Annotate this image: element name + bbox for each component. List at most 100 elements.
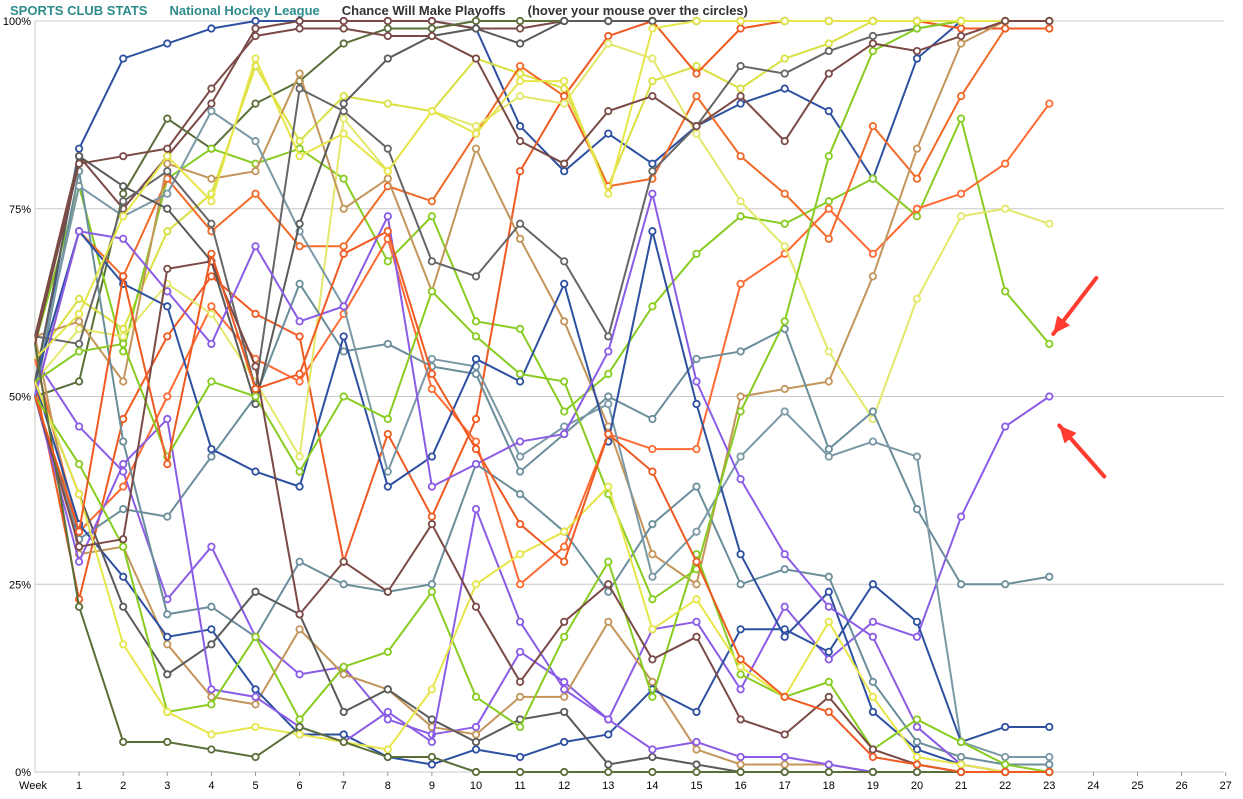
data-point[interactable] — [295, 137, 304, 146]
data-point[interactable] — [868, 752, 878, 762]
data-point[interactable] — [912, 745, 922, 754]
data-point[interactable] — [75, 309, 84, 318]
data-point[interactable] — [1045, 752, 1054, 762]
data-point[interactable] — [912, 632, 922, 641]
data-point[interactable] — [471, 414, 481, 424]
data-point[interactable] — [119, 737, 128, 747]
data-point[interactable] — [339, 580, 348, 589]
data-point[interactable] — [604, 31, 613, 41]
data-point[interactable] — [956, 512, 966, 521]
data-point[interactable] — [780, 752, 789, 762]
data-point[interactable] — [515, 520, 525, 529]
data-point[interactable] — [648, 444, 657, 454]
data-point[interactable] — [648, 677, 657, 686]
data-point[interactable] — [427, 257, 436, 266]
data-point[interactable] — [824, 152, 833, 161]
data-point[interactable] — [75, 182, 84, 191]
data-point[interactable] — [383, 647, 392, 656]
data-point[interactable] — [471, 444, 481, 454]
data-point[interactable] — [648, 625, 657, 634]
data-point[interactable] — [295, 670, 304, 679]
data-point[interactable] — [207, 99, 216, 108]
data-point[interactable] — [339, 114, 348, 123]
data-point[interactable] — [383, 167, 392, 176]
data-point[interactable] — [163, 287, 172, 296]
data-point[interactable] — [560, 377, 569, 386]
data-point[interactable] — [604, 399, 613, 409]
data-point[interactable] — [560, 407, 569, 416]
data-point[interactable] — [560, 767, 569, 777]
data-point[interactable] — [383, 429, 392, 439]
data-point[interactable] — [251, 587, 260, 596]
data-point[interactable] — [295, 452, 304, 461]
data-point[interactable] — [648, 92, 657, 101]
data-point[interactable] — [736, 407, 745, 416]
data-point[interactable] — [560, 617, 569, 626]
data-point[interactable] — [736, 16, 745, 26]
data-point[interactable] — [471, 692, 481, 702]
data-point[interactable] — [560, 632, 569, 641]
data-point[interactable] — [648, 467, 657, 476]
data-point[interactable] — [75, 317, 84, 326]
data-point[interactable] — [1045, 16, 1054, 26]
data-point[interactable] — [295, 332, 304, 341]
data-point[interactable] — [1045, 392, 1054, 401]
data-point[interactable] — [75, 602, 84, 611]
data-point[interactable] — [515, 324, 525, 334]
data-point[interactable] — [692, 767, 701, 777]
data-point[interactable] — [515, 377, 525, 386]
data-point[interactable] — [339, 662, 348, 671]
data-point[interactable] — [736, 92, 745, 101]
data-point[interactable] — [604, 429, 613, 439]
data-point[interactable] — [1001, 16, 1010, 26]
data-point[interactable] — [560, 707, 569, 717]
data-point[interactable] — [339, 347, 348, 356]
data-point[interactable] — [824, 602, 833, 611]
data-point[interactable] — [692, 707, 701, 717]
data-point[interactable] — [295, 467, 304, 476]
data-point[interactable] — [207, 144, 216, 153]
data-point[interactable] — [824, 617, 833, 626]
data-point[interactable] — [339, 39, 348, 48]
data-point[interactable] — [383, 99, 392, 108]
data-point[interactable] — [692, 69, 701, 78]
data-point[interactable] — [1001, 159, 1010, 168]
data-point[interactable] — [560, 92, 569, 101]
data-point[interactable] — [912, 144, 922, 153]
data-point[interactable] — [560, 685, 569, 694]
data-point[interactable] — [692, 527, 701, 536]
data-point[interactable] — [339, 242, 348, 251]
data-point[interactable] — [119, 602, 128, 611]
data-point[interactable] — [383, 24, 392, 33]
data-point[interactable] — [912, 722, 922, 732]
data-point[interactable] — [427, 760, 436, 769]
data-point[interactable] — [868, 122, 878, 131]
data-point[interactable] — [471, 144, 481, 153]
data-point[interactable] — [824, 197, 833, 206]
data-point[interactable] — [251, 752, 260, 762]
data-point[interactable] — [912, 24, 922, 33]
data-point[interactable] — [119, 197, 128, 206]
data-point[interactable] — [163, 227, 172, 236]
data-point[interactable] — [295, 317, 304, 326]
data-point[interactable] — [427, 287, 436, 296]
data-point[interactable] — [824, 444, 833, 454]
data-point[interactable] — [515, 369, 525, 379]
data-point[interactable] — [868, 632, 878, 641]
data-point[interactable] — [515, 137, 525, 146]
data-point[interactable] — [780, 730, 789, 739]
data-point[interactable] — [1001, 722, 1010, 732]
data-point[interactable] — [868, 39, 878, 48]
data-point[interactable] — [1001, 24, 1010, 33]
data-point[interactable] — [207, 452, 216, 461]
data-point[interactable] — [383, 745, 392, 754]
data-point[interactable] — [119, 324, 128, 334]
data-point[interactable] — [780, 137, 789, 146]
data-point[interactable] — [648, 189, 657, 198]
data-point[interactable] — [956, 767, 966, 777]
data-point[interactable] — [780, 767, 789, 777]
data-point[interactable] — [119, 152, 128, 161]
data-point[interactable] — [383, 414, 392, 424]
data-point[interactable] — [427, 16, 436, 26]
data-point[interactable] — [956, 39, 966, 48]
